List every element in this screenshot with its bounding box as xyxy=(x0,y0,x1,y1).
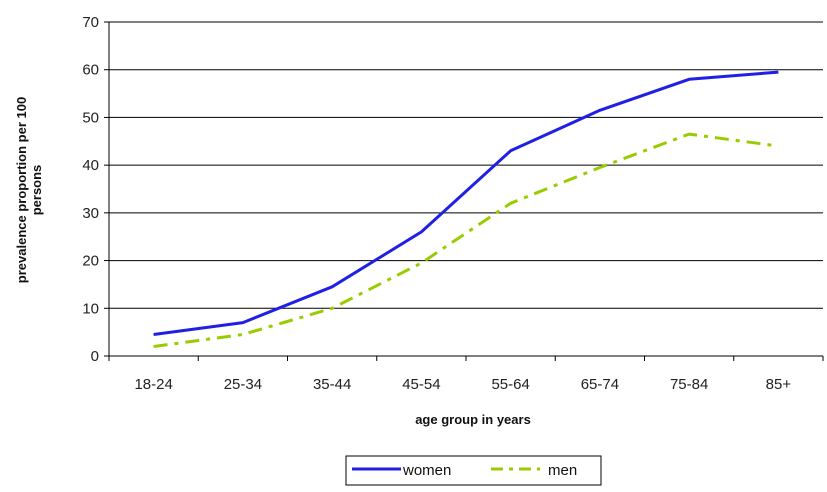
series-line-women xyxy=(154,72,779,334)
x-tick-label: 65-74 xyxy=(581,376,619,393)
x-tick-label: 45-54 xyxy=(402,376,440,393)
legend: women men xyxy=(346,456,601,485)
y-tick-label: 50 xyxy=(82,109,99,126)
y-tick-label: 40 xyxy=(82,157,99,174)
x-tick-label: 85+ xyxy=(766,376,792,393)
legend-label-women: women xyxy=(402,462,451,479)
series-line-men xyxy=(154,134,779,346)
y-tick-label: 0 xyxy=(91,348,99,365)
x-axis-title: age group in years xyxy=(415,412,531,427)
axes xyxy=(104,22,823,361)
x-tick-label: 55-64 xyxy=(491,376,529,393)
y-axis-title-line-1: prevalence proportion per 100 xyxy=(14,97,29,283)
y-tick-label: 20 xyxy=(82,253,99,270)
axis-labels: 0 10 20 30 40 50 60 70 18-24 25-34 35-44 45-54 55-64… xyxy=(82,14,791,393)
y-tick-label: 10 xyxy=(82,300,99,317)
x-tick-label: 75-84 xyxy=(670,376,708,393)
x-tick-label: 25-34 xyxy=(224,376,262,393)
y-tick-label: 60 xyxy=(82,62,99,79)
y-tick-label: 30 xyxy=(82,205,99,222)
series-lines xyxy=(154,72,779,346)
x-tick-label: 35-44 xyxy=(313,376,351,393)
y-axis-title-line-2: persons xyxy=(29,165,44,216)
legend-label-men: men xyxy=(548,462,577,479)
y-tick-label: 70 xyxy=(82,14,99,31)
y-axis-title: prevalence proportion per 100 persons xyxy=(14,97,44,283)
gridlines xyxy=(109,22,823,308)
x-tick-label: 18-24 xyxy=(134,376,172,393)
